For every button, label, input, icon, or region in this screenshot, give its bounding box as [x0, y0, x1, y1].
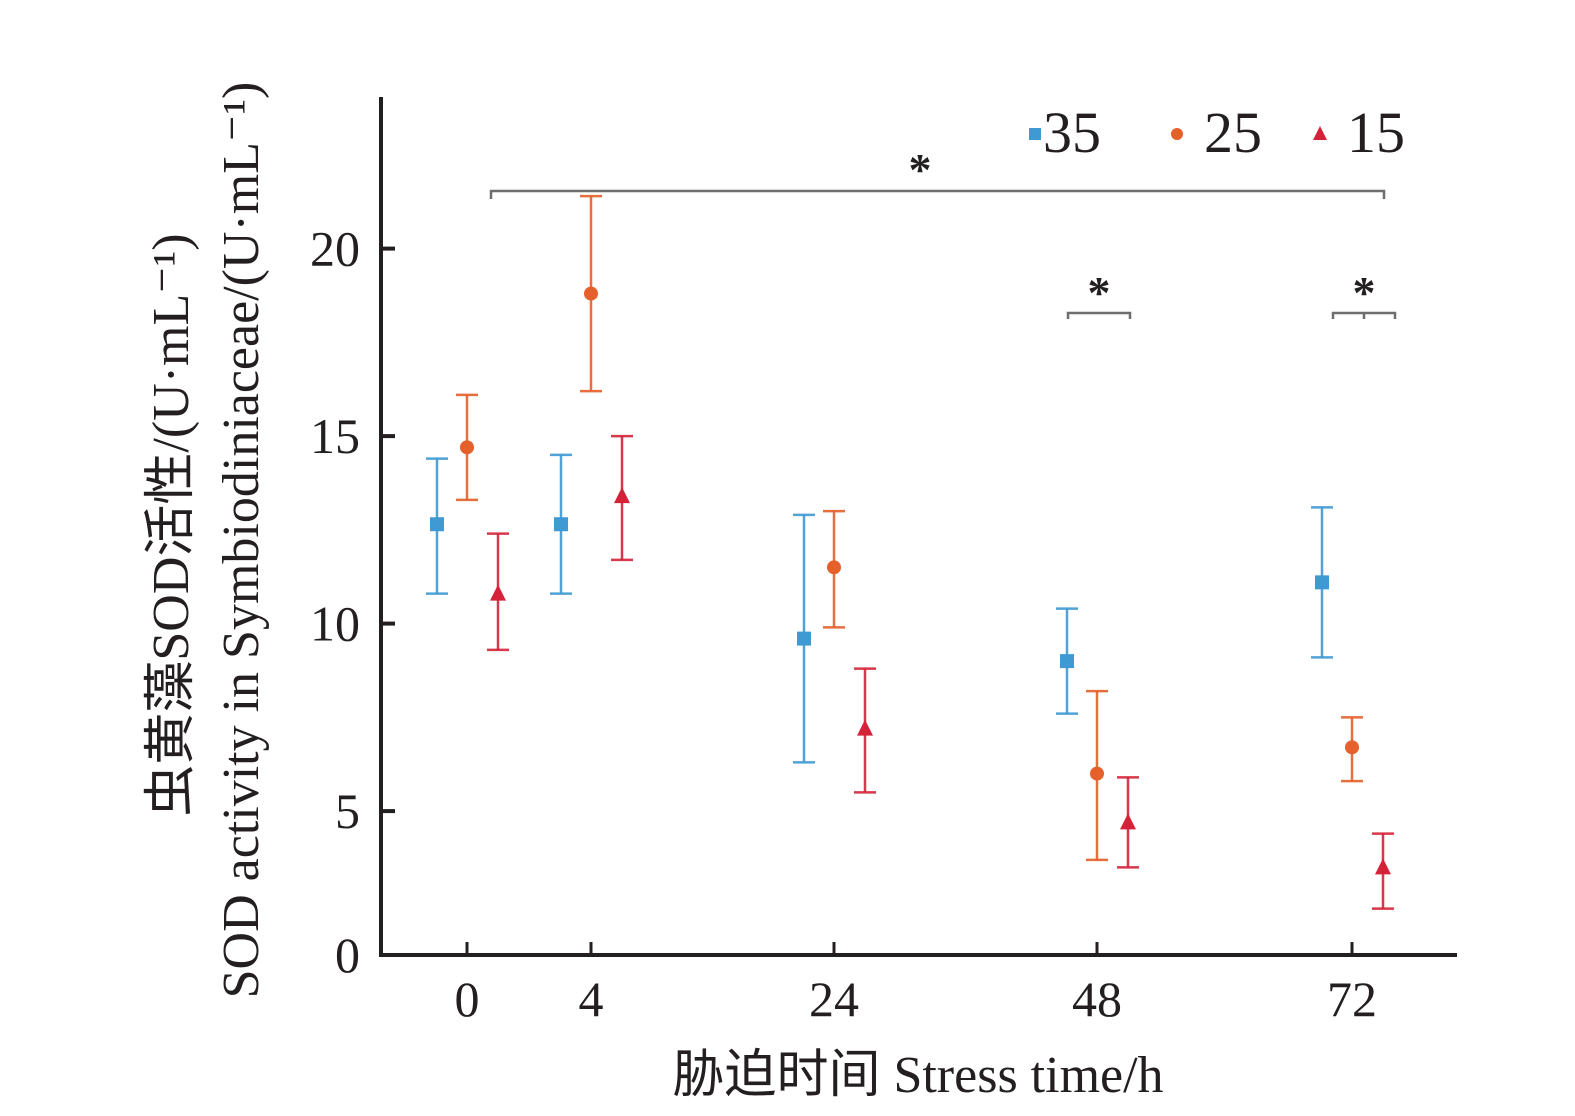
data-point-circle [1090, 766, 1104, 781]
data-point-square [797, 631, 811, 646]
legend-marker-triangle [1313, 126, 1327, 140]
significance-star: * [909, 144, 932, 195]
x-axis-title: 胁迫时间 Stress time/h [672, 1047, 1163, 1104]
significance-bracket [1066, 311, 1132, 319]
series-15 [487, 434, 1394, 910]
series-group [426, 194, 1394, 910]
significance-star: * [1088, 267, 1111, 318]
significance-bracket [489, 189, 1386, 199]
legend-label: 35 [1043, 100, 1101, 165]
y-tick-label: 0 [335, 927, 360, 983]
y-ticks: 0 5 10 15 20 [310, 221, 395, 983]
legend-marker-square [1029, 128, 1041, 140]
data-point-circle [584, 286, 598, 301]
data-point-square [430, 517, 444, 532]
legend: 35 25 15 [1029, 100, 1405, 165]
legend-label: 25 [1204, 100, 1262, 165]
data-point-circle [827, 560, 841, 575]
data-point-circle [460, 440, 474, 455]
axes [379, 97, 1457, 957]
x-ticks: 0 4 24 48 72 [455, 942, 1377, 1027]
y-tick-label: 15 [310, 408, 360, 464]
x-tick-label: 4 [579, 971, 604, 1027]
data-point-triangle [857, 719, 873, 736]
x-tick-label: 72 [1327, 971, 1377, 1027]
y-tick-label: 10 [310, 596, 360, 652]
series-35 [426, 453, 1333, 764]
data-point-triangle [1375, 858, 1391, 875]
y-axis-title-chinese: 虫黄藻SOD活性/(U·mL⁻¹) [143, 233, 200, 816]
y-tick-label: 20 [310, 221, 360, 277]
significance-star: * [1353, 267, 1376, 318]
data-point-square [554, 517, 568, 532]
significance-annotations: * * * [489, 144, 1397, 319]
data-point-triangle [1120, 813, 1136, 830]
y-axis-title-english: SOD activity in Symbiodiniaceae/(U·mL⁻¹) [213, 82, 270, 999]
data-point-triangle [490, 584, 506, 601]
significance-bracket [1331, 311, 1397, 319]
data-point-triangle [614, 487, 630, 504]
data-point-square [1315, 575, 1329, 590]
y-tick-label: 5 [335, 783, 360, 839]
x-tick-label: 24 [809, 971, 859, 1027]
x-tick-label: 0 [455, 971, 480, 1027]
legend-label: 15 [1347, 100, 1405, 165]
series-25 [456, 194, 1363, 862]
data-point-square [1060, 654, 1074, 669]
data-point-circle [1345, 740, 1359, 755]
x-tick-label: 48 [1072, 971, 1122, 1027]
legend-marker-circle [1171, 128, 1183, 140]
